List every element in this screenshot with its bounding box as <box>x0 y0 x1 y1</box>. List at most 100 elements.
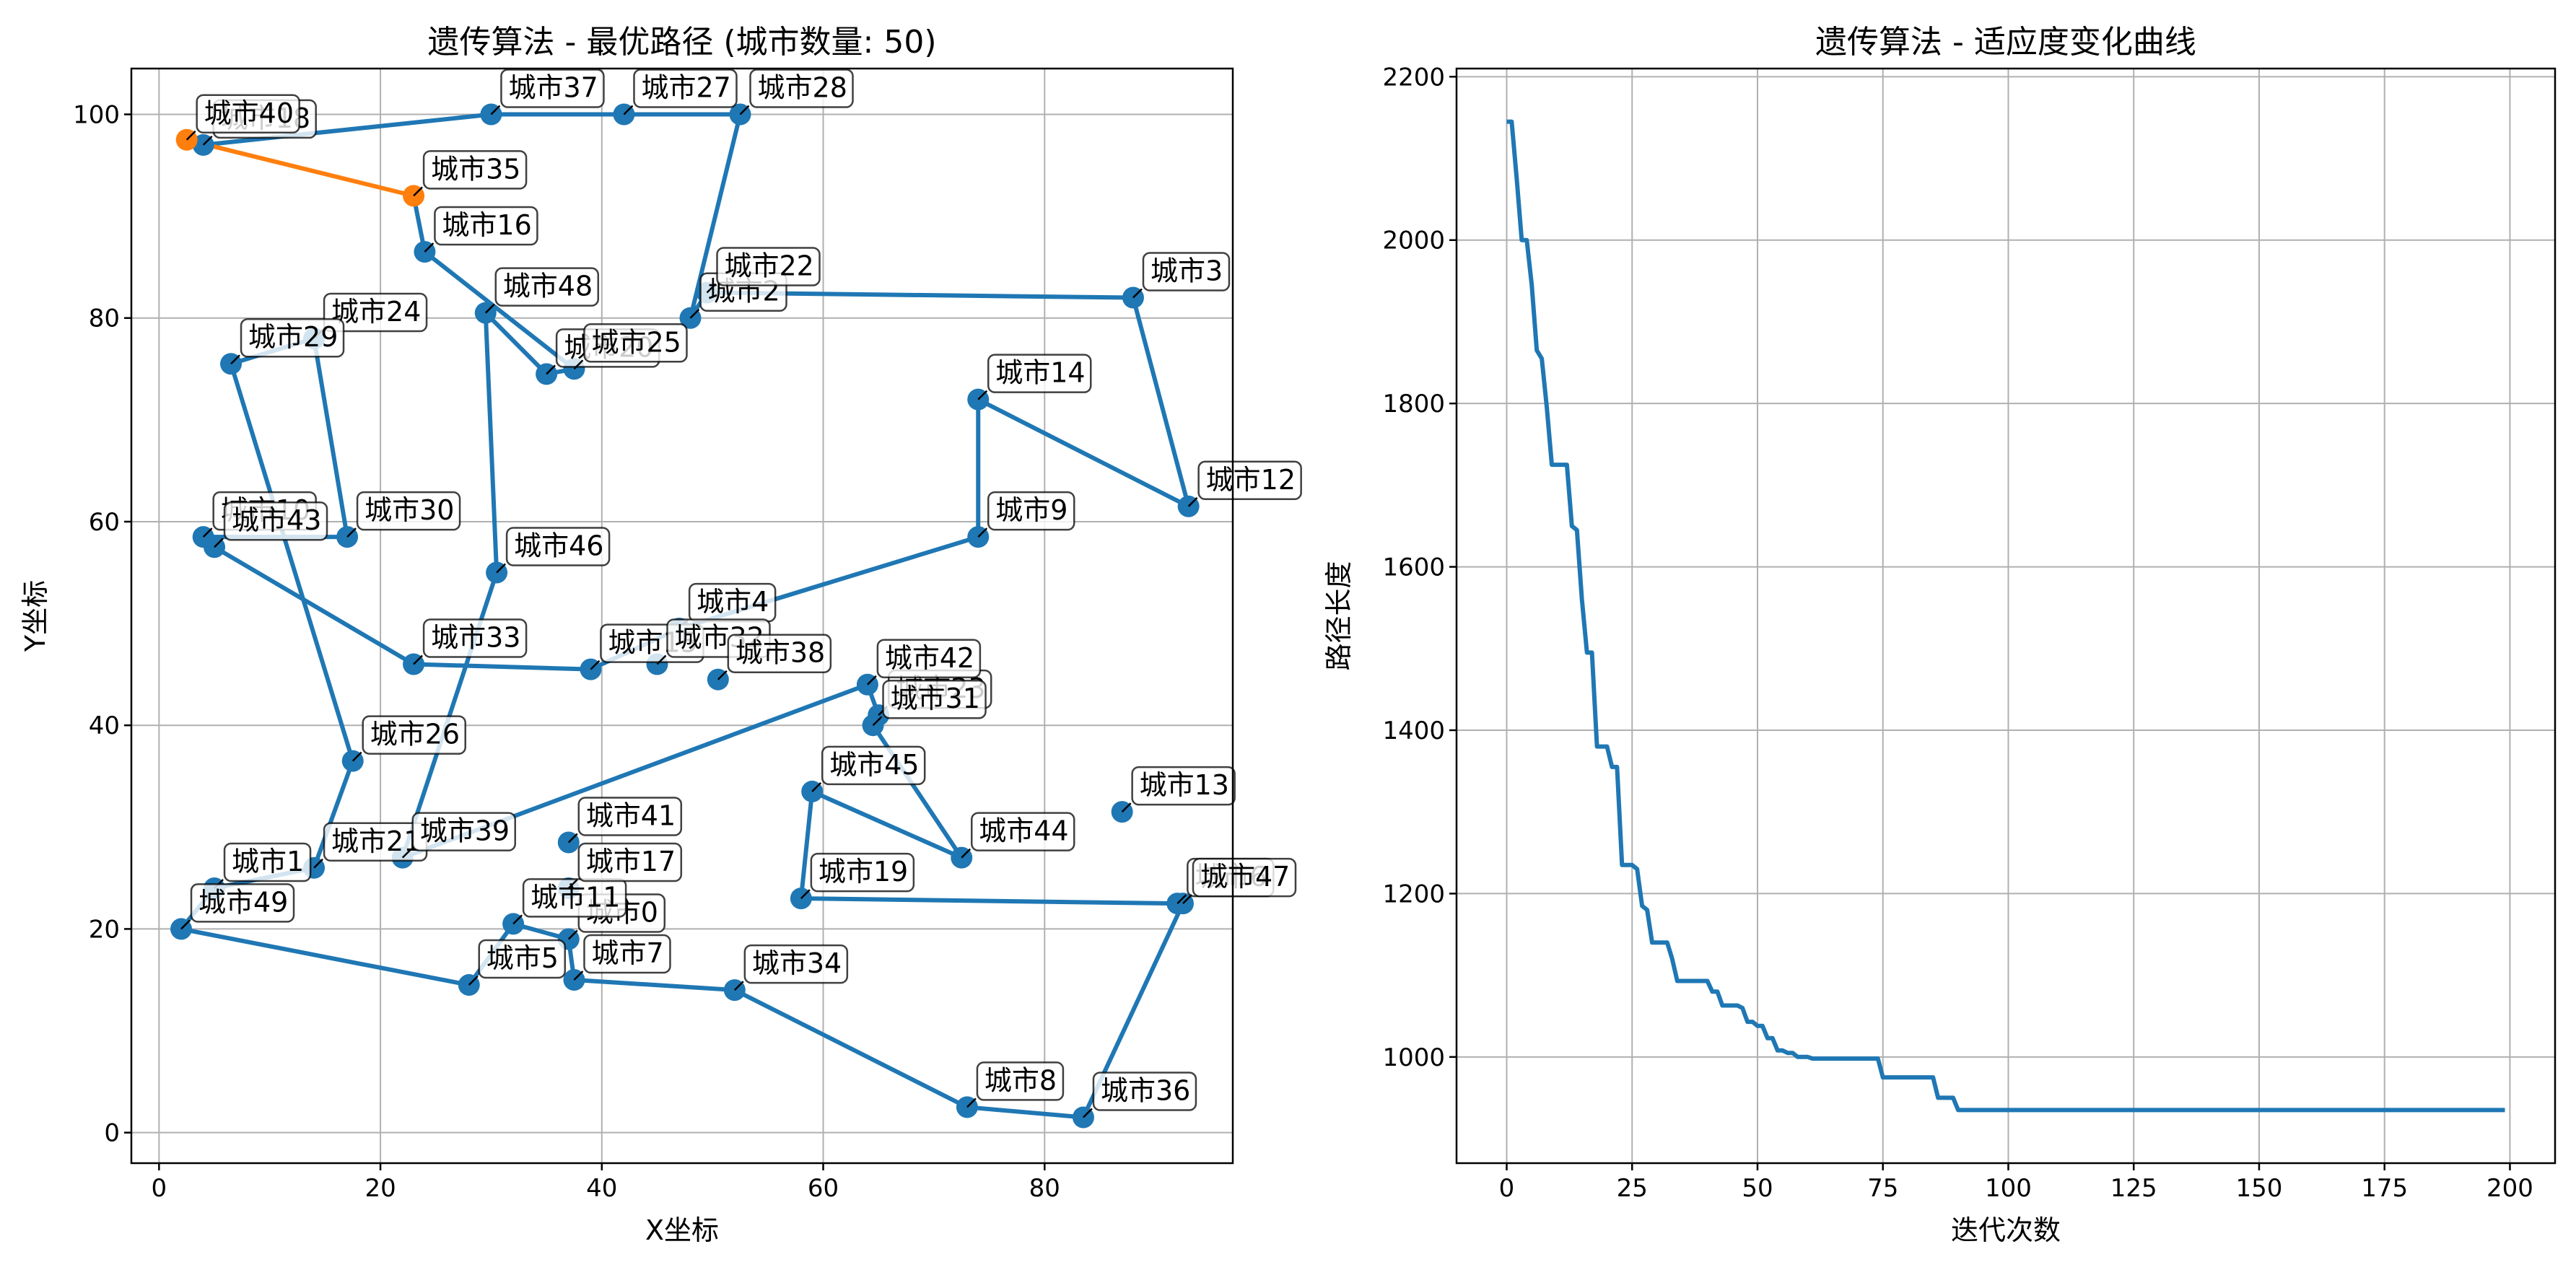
fitness-curve-y-axis-label: 路径长度 <box>1323 561 1355 670</box>
city-label-box <box>356 491 461 531</box>
y-tick-label: 60 <box>89 508 120 537</box>
city-label-text: 城市12 <box>1206 464 1296 496</box>
x-tick-label: 200 <box>2487 1174 2533 1203</box>
route-map-title: 遗传算法 - 最优路径 (城市数量: 50) <box>428 24 937 61</box>
city-label-box <box>505 527 611 566</box>
route-edge <box>798 896 1180 906</box>
city-label-text: 城市31 <box>891 683 980 714</box>
city-label-text: 城市14 <box>995 357 1085 389</box>
city-label-pointer <box>346 527 357 538</box>
city-label-text: 城市37 <box>508 72 598 104</box>
city-label-text: 城市39 <box>420 815 510 847</box>
city-label-box <box>1197 460 1302 501</box>
fitness-curve-panel: 0 25 50 75 100 125 150 175 200 10001200140016001… <box>1323 24 2557 1246</box>
route-map-x-axis-label: X坐标 <box>645 1214 719 1246</box>
city-label-pointer <box>202 135 213 146</box>
city-label: 城市33 <box>413 618 528 665</box>
city-label-box <box>478 939 567 979</box>
city-labels: 城市0城市1城市2城市3城市4城市5城市6城市7城市8城市9城市10城市11城市… <box>180 69 1302 1118</box>
city-label: 城市16 <box>424 206 538 253</box>
city-label: 城市40 <box>185 94 300 141</box>
city-label: 城市19 <box>800 852 915 899</box>
city-label-box <box>583 323 688 363</box>
city-label: 城市11 <box>512 878 627 925</box>
city-label: 城市45 <box>811 745 926 792</box>
city-label: 城市35 <box>413 150 528 197</box>
x-tick-label: 20 <box>364 1174 396 1203</box>
city-label-text: 城市44 <box>979 815 1068 847</box>
y-tick-label: 80 <box>89 304 120 333</box>
city-label-text: 城市26 <box>370 719 460 750</box>
city-label-text: 城市21 <box>331 825 421 857</box>
city-label-box <box>716 247 821 286</box>
city-label: 城市44 <box>961 812 1075 859</box>
city-label-box <box>577 842 683 882</box>
city-label-pointer <box>573 359 584 370</box>
city-label-box <box>987 491 1075 531</box>
city-label-text: 城市19 <box>818 856 908 888</box>
city-label-box <box>1092 1072 1197 1111</box>
city-label-box <box>522 878 627 918</box>
city-label: 城市49 <box>180 883 295 930</box>
city-label-text: 城市46 <box>514 530 603 562</box>
city-label-text: 城市24 <box>331 296 421 328</box>
x-tick-label: 60 <box>808 1174 839 1203</box>
route-edge <box>201 112 494 147</box>
city-label-box <box>223 501 328 541</box>
city-label: 城市31 <box>872 679 987 727</box>
city-label-text: 城市7 <box>591 937 663 969</box>
route-edge <box>798 789 815 901</box>
y-tick-label: 2000 <box>1382 227 1445 255</box>
route-edge <box>312 336 350 540</box>
city-label-text: 城市3 <box>1151 255 1223 287</box>
city-label-pointer <box>573 971 584 981</box>
city-label: 城市34 <box>733 944 849 991</box>
city-label-box <box>882 679 987 719</box>
route-edge <box>312 758 355 870</box>
y-tick-label: 2200 <box>1382 63 1445 92</box>
city-label-text: 城市27 <box>641 72 730 104</box>
city-label-pointer <box>1176 894 1187 905</box>
city-label-text: 城市30 <box>364 494 454 526</box>
city-label-text: 城市11 <box>531 881 620 913</box>
city-label: 城市43 <box>214 501 328 548</box>
route-edge <box>688 112 743 320</box>
route-map-y-ticks: 0 20 40 60 80 100 <box>73 101 131 1148</box>
city-label-pointer <box>1182 894 1192 905</box>
city-label-pointer <box>977 527 988 538</box>
city-label-pointer <box>590 660 601 670</box>
city-label-box <box>422 618 528 658</box>
city-label-pointer <box>1121 802 1132 813</box>
city-label-pointer <box>1083 1108 1093 1118</box>
city-label: 城市21 <box>313 822 428 869</box>
city-label-pointer <box>401 848 412 859</box>
city-label: 城市29 <box>230 317 345 365</box>
x-tick-label: 125 <box>2110 1174 2157 1203</box>
city-label-box <box>743 944 849 984</box>
city-label: 城市48 <box>484 267 600 314</box>
city-label: 城市3 <box>1132 252 1231 299</box>
fitness-curve-grid <box>1457 69 2555 1163</box>
route-edge <box>810 789 964 860</box>
closing-route-edge <box>184 137 416 198</box>
city-label-text: 城市45 <box>829 749 919 781</box>
fitness-curve-x-ticks: 0 25 50 75 100 125 150 175 200 <box>1499 1163 2533 1203</box>
city-label-text: 城市16 <box>442 209 531 241</box>
city-label-pointer <box>656 654 667 665</box>
route-edge <box>483 310 549 377</box>
city-label-text: 城市48 <box>503 271 593 302</box>
route-edges <box>179 112 1191 1120</box>
city-label-pointer <box>214 538 224 548</box>
x-tick-label: 100 <box>1985 1174 2032 1203</box>
city-label-box <box>196 94 300 134</box>
y-tick-label: 0 <box>104 1119 120 1148</box>
city-label-pointer <box>623 105 634 115</box>
city-label: 城市37 <box>490 69 605 115</box>
city-label-pointer <box>512 914 523 925</box>
route-edge <box>411 662 593 672</box>
city-label-pointer <box>689 308 700 319</box>
city-label-box <box>976 1061 1065 1101</box>
y-tick-label: 1400 <box>1382 717 1445 745</box>
city-label-pointer <box>352 751 362 762</box>
